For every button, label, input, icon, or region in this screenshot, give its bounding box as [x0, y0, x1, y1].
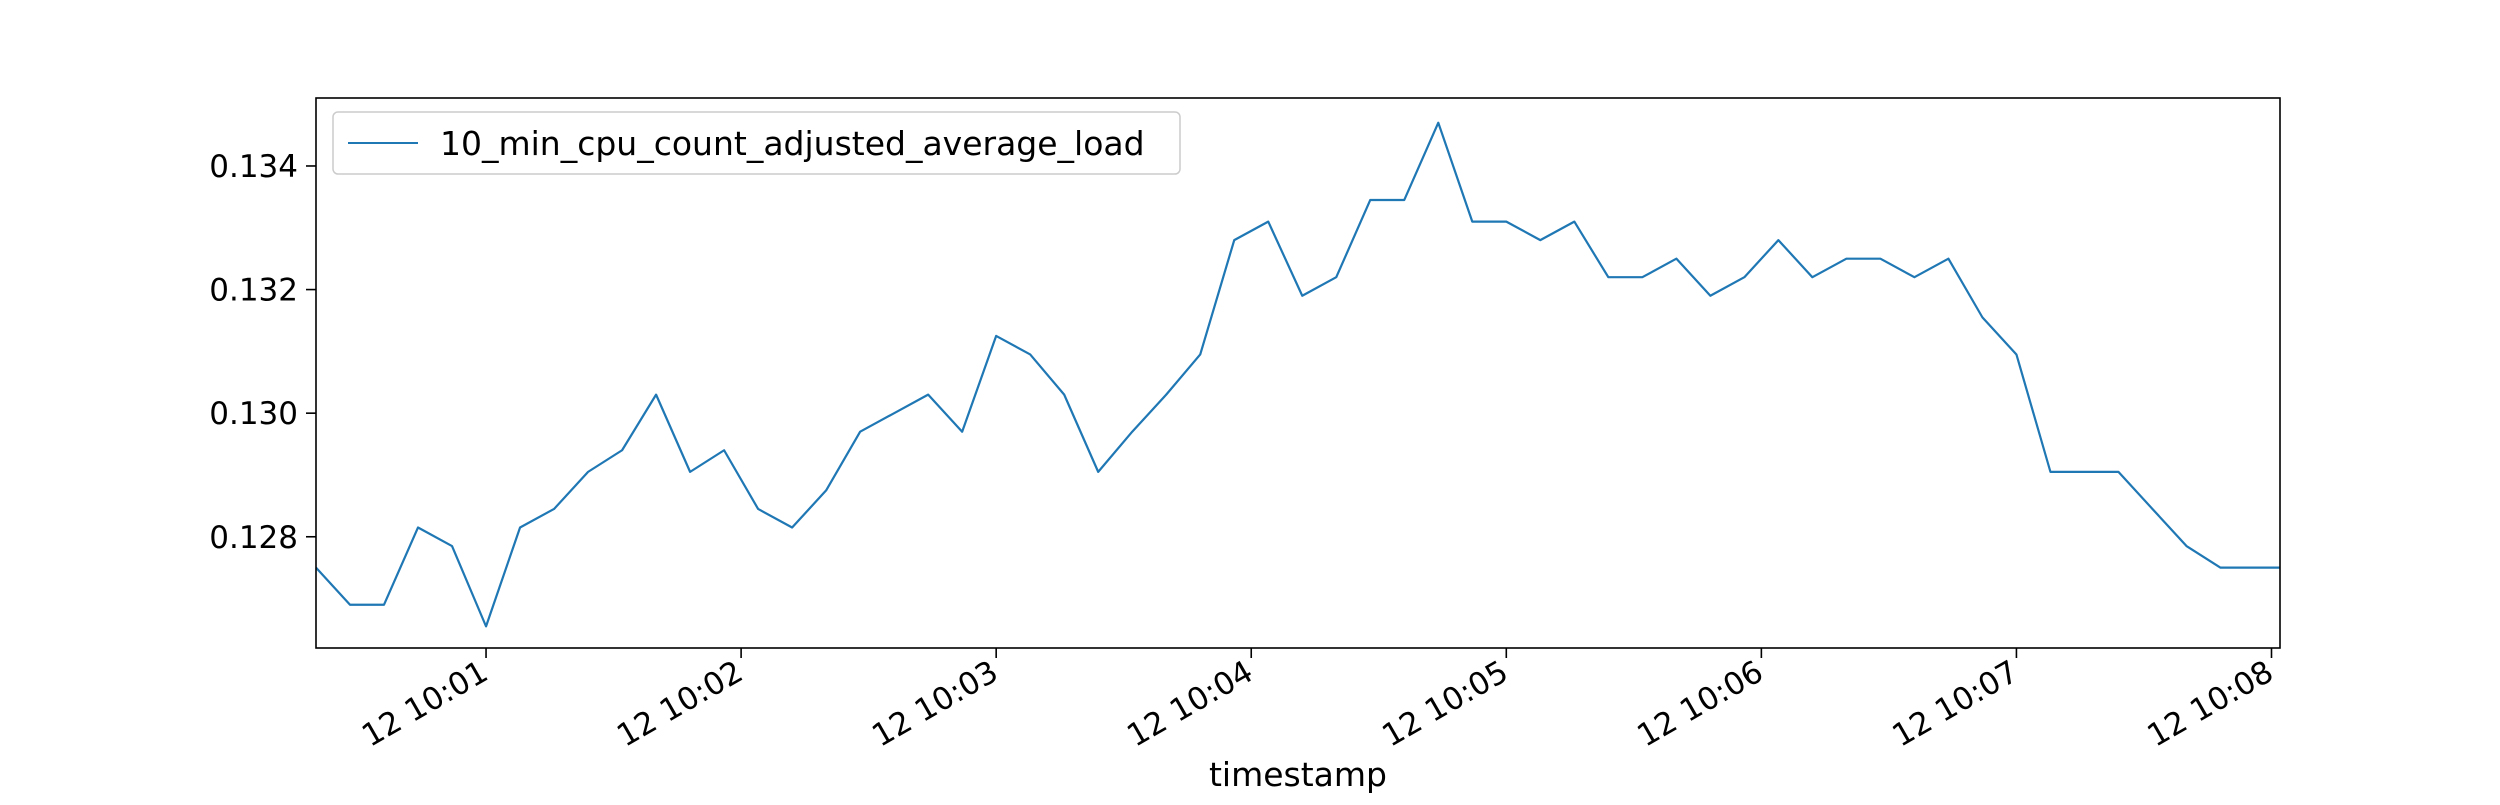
y-tick-label: 0.128 — [209, 520, 298, 556]
legend: 10_min_cpu_count_adjusted_average_load — [332, 111, 1181, 175]
y-tick-label: 0.134 — [209, 149, 298, 185]
x-axis-label: timestamp — [1209, 755, 1387, 794]
plot-layer — [315, 121, 2280, 628]
series-line-0 — [315, 121, 2280, 628]
y-axis: 0.128 0.130 0.132 0.134 — [209, 149, 316, 556]
legend-box — [332, 111, 1181, 175]
y-tick-label: 0.132 — [209, 273, 298, 309]
plot-frame — [315, 97, 2281, 649]
legend-label: 10_min_cpu_count_adjusted_average_load — [440, 124, 1145, 163]
y-tick-label: 0.130 — [209, 396, 298, 432]
